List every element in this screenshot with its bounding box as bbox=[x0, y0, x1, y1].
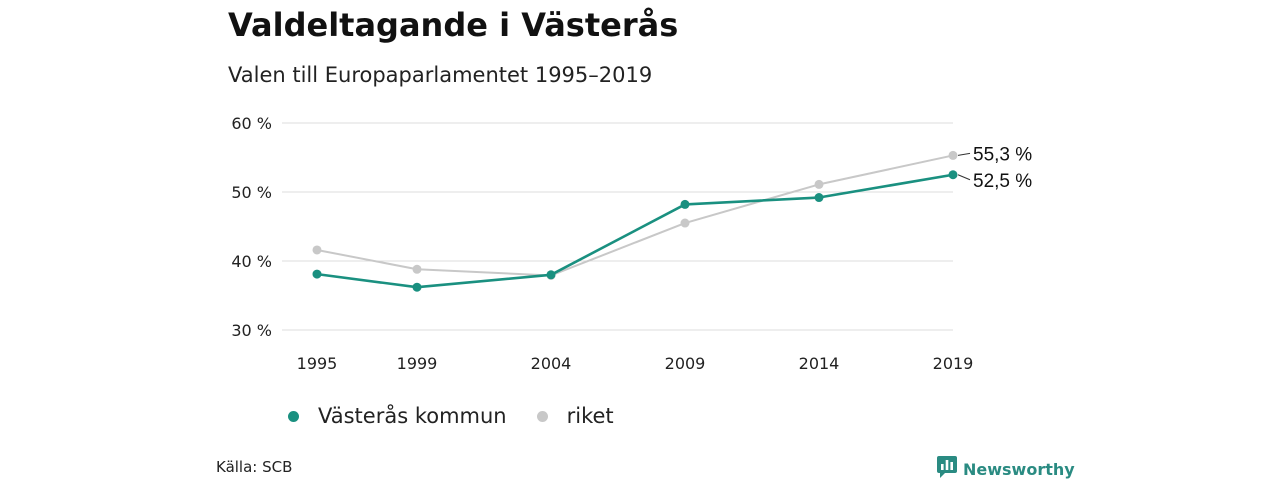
brand-name: Newsworthy bbox=[963, 459, 1075, 479]
legend: Västerås kommun riket bbox=[288, 404, 644, 428]
data-point-kommun bbox=[412, 282, 422, 292]
x-tick-label: 2009 bbox=[665, 354, 706, 373]
y-tick-label: 60 % bbox=[231, 114, 272, 133]
y-tick-label: 50 % bbox=[231, 183, 272, 202]
data-point-riket bbox=[312, 245, 322, 255]
data-point-riket bbox=[680, 218, 690, 228]
bar-chart-speech-bubble-icon bbox=[937, 456, 957, 482]
x-tick-label: 2004 bbox=[531, 354, 572, 373]
x-tick-label: 1995 bbox=[297, 354, 338, 373]
x-tick-label: 1999 bbox=[397, 354, 438, 373]
series-line-kommun bbox=[316, 173, 954, 289]
data-point-riket bbox=[814, 179, 824, 189]
data-point-kommun bbox=[546, 270, 556, 280]
series-line-riket bbox=[316, 154, 954, 277]
data-point-kommun bbox=[680, 199, 690, 209]
end-label-leader-riket bbox=[957, 152, 971, 156]
y-tick-label: 30 % bbox=[231, 321, 272, 340]
legend-marker-kommun bbox=[288, 410, 299, 422]
data-point-riket bbox=[948, 150, 958, 160]
data-point-kommun bbox=[312, 269, 322, 279]
end-label-kommun: 52,5 % bbox=[973, 171, 1032, 192]
data-point-kommun bbox=[814, 193, 824, 203]
legend-label-riket: riket bbox=[566, 404, 614, 428]
chart-subtitle: Valen till Europaparlamentet 1995–2019 bbox=[228, 63, 653, 87]
y-tick-label: 40 % bbox=[231, 252, 272, 271]
end-label-leader-kommun bbox=[957, 174, 971, 181]
chart-title: Valdeltagande i Västerås bbox=[228, 6, 679, 44]
x-tick-label: 2014 bbox=[799, 354, 840, 373]
data-point-kommun bbox=[948, 170, 958, 180]
legend-item-kommun: Västerås kommun bbox=[288, 404, 507, 428]
legend-label-kommun: Västerås kommun bbox=[318, 404, 507, 428]
line-chart: 30 % 40 % 50 % 60 % 1995 1999 2004 2009 2014 2019… bbox=[231, 114, 1032, 373]
legend-item-riket: riket bbox=[536, 404, 614, 428]
end-label-riket: 55,3 % bbox=[973, 144, 1032, 165]
x-tick-label: 2019 bbox=[933, 354, 974, 373]
data-point-riket bbox=[412, 264, 422, 274]
legend-marker-riket bbox=[536, 410, 548, 422]
source-note: Källa: SCB bbox=[216, 458, 293, 476]
brand-logo[interactable]: Newsworthy bbox=[937, 456, 1075, 482]
